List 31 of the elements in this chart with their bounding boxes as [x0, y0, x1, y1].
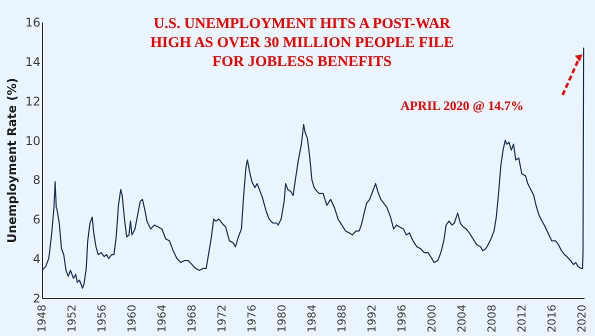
x-tick-label: 1968	[185, 304, 198, 332]
x-tick-label: 1948	[36, 304, 48, 332]
x-tick-label: 2008	[485, 304, 498, 332]
y-tick-label: 16	[25, 16, 40, 30]
y-tick-label: 10	[25, 134, 40, 148]
y-tick-label: 6	[32, 212, 40, 227]
x-tick-label: 2000	[425, 304, 438, 332]
line-series	[41, 47, 584, 289]
x-tick-label: 2004	[455, 304, 468, 332]
x-tick-label: 1984	[305, 304, 318, 332]
y-tick-label: 14	[25, 54, 40, 69]
y-tick-label: 8	[32, 173, 40, 188]
text: U.S. UNEMPLOYMENT HITS A POST-WAR HIGH AS OVER 30 MILLION PEOPLE FILE FOR JOBLESS BENEFITS	[150, 16, 454, 70]
y-tick-label: 4	[32, 252, 40, 266]
x-tick-label: 2020	[575, 304, 588, 332]
y-axis-title: Unemployment Rate (%)	[5, 78, 20, 244]
x-tick-label: 1992	[365, 304, 378, 332]
x-tick-label: 2016	[545, 304, 558, 332]
x-tick-label: 2012	[515, 304, 528, 332]
x-tick-label: 1952	[65, 304, 78, 332]
x-tick-label: 1972	[215, 304, 228, 332]
x-tick-label: 1960	[125, 304, 138, 332]
y-tick-label: 2	[32, 292, 40, 306]
annotation: APRIL 2020 @ 14.7%	[400, 98, 524, 113]
x-tick-label: 1996	[395, 304, 408, 332]
x-tick-label: 1980	[275, 304, 288, 332]
y-tick-label: 12	[25, 94, 40, 108]
x-tick-label: 1964	[155, 304, 168, 332]
x-tick-label: 1988	[335, 304, 348, 332]
x-tick-label: 1976	[245, 304, 258, 332]
x-tick-label: 1956	[95, 304, 108, 332]
